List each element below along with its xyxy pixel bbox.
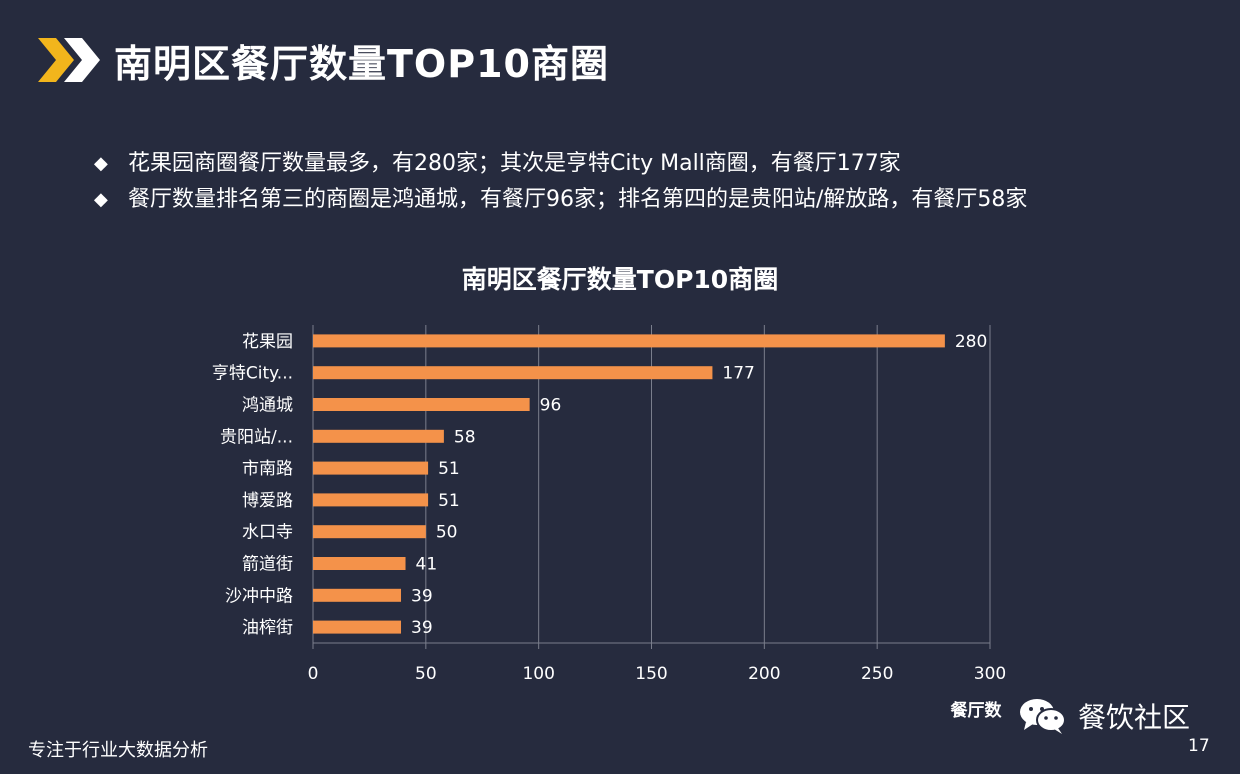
y-tick-label: 亨特City... <box>212 364 293 384</box>
x-tick-label: 300 <box>974 664 1006 684</box>
bar <box>313 493 429 507</box>
double-chevron-icon <box>38 38 100 82</box>
data-label: 51 <box>438 491 460 511</box>
bullet-text: 餐厅数量排名第三的商圈是鸿通城，有餐厅96家；排名第四的是贵阳站/解放路，有餐厅… <box>128 187 1028 212</box>
bar <box>313 429 444 443</box>
page-number: 17 <box>1188 736 1210 756</box>
data-label: 39 <box>411 586 433 606</box>
diamond-bullet-icon: ◆ <box>94 189 108 210</box>
bar <box>313 620 402 634</box>
y-tick-label: 油榨街 <box>242 618 293 638</box>
bar <box>313 525 426 539</box>
chart-title: 南明区餐厅数量TOP10商圈 <box>462 265 778 294</box>
bar <box>313 366 713 380</box>
y-tick-label: 鸿通城 <box>242 396 293 416</box>
data-label: 96 <box>540 396 562 416</box>
bullet-text: 花果园商圈餐厅数量最多，有280家；其次是亨特City Mall商圈，有餐厅17… <box>128 151 901 176</box>
y-tick-label: 箭道街 <box>242 555 293 575</box>
y-tick-label: 贵阳站/... <box>220 427 293 447</box>
data-label: 51 <box>438 459 460 479</box>
data-label: 280 <box>955 332 987 352</box>
y-tick-label: 博爱路 <box>242 491 293 511</box>
data-label: 41 <box>416 555 438 575</box>
title-bar: 南明区餐厅数量TOP10商圈 <box>36 30 609 90</box>
bullet-list: ◆ 花果园商圈餐厅数量最多，有280家；其次是亨特City Mall商圈，有餐厅… <box>94 146 1184 218</box>
data-label: 58 <box>454 427 476 447</box>
page-title: 南明区餐厅数量TOP10商圈 <box>114 41 609 86</box>
bar <box>313 588 402 602</box>
y-tick-label: 沙冲中路 <box>225 586 293 606</box>
bar <box>313 334 945 348</box>
footer-text: 专注于行业大数据分析 <box>28 740 208 761</box>
data-label: 50 <box>436 523 458 543</box>
data-label: 177 <box>722 364 754 384</box>
bar-chart: 南明区餐厅数量TOP10商圈 0 50 100 150 200 250 300 花果园 280 亨特… <box>212 265 1006 721</box>
bar <box>313 557 406 570</box>
bar <box>313 398 530 411</box>
y-tick-label: 市南路 <box>242 459 293 479</box>
y-tick-label: 水口寺 <box>242 523 293 543</box>
diamond-bullet-icon: ◆ <box>94 153 108 174</box>
x-tick-label: 0 <box>308 664 319 684</box>
x-tick-label: 150 <box>635 664 667 684</box>
bullet-item: ◆ 花果园商圈餐厅数量最多，有280家；其次是亨特City Mall商圈，有餐厅… <box>94 146 1184 182</box>
x-tick-label: 200 <box>748 664 780 684</box>
x-axis-label: 餐厅数 <box>951 700 1003 721</box>
y-tick-label: 花果园 <box>242 332 293 352</box>
watermark-text: 餐饮社区 <box>1078 701 1191 734</box>
bullet-item: ◆ 餐厅数量排名第三的商圈是鸿通城，有餐厅96家；排名第四的是贵阳站/解放路，有… <box>94 182 1184 218</box>
wechat-icon <box>1020 699 1066 734</box>
bar <box>313 461 429 475</box>
data-label: 39 <box>411 618 433 638</box>
wechat-watermark: 餐饮社区 <box>1018 696 1190 736</box>
x-tick-label: 250 <box>861 664 893 684</box>
x-tick-label: 100 <box>522 664 554 684</box>
x-tick-label: 50 <box>415 664 437 684</box>
